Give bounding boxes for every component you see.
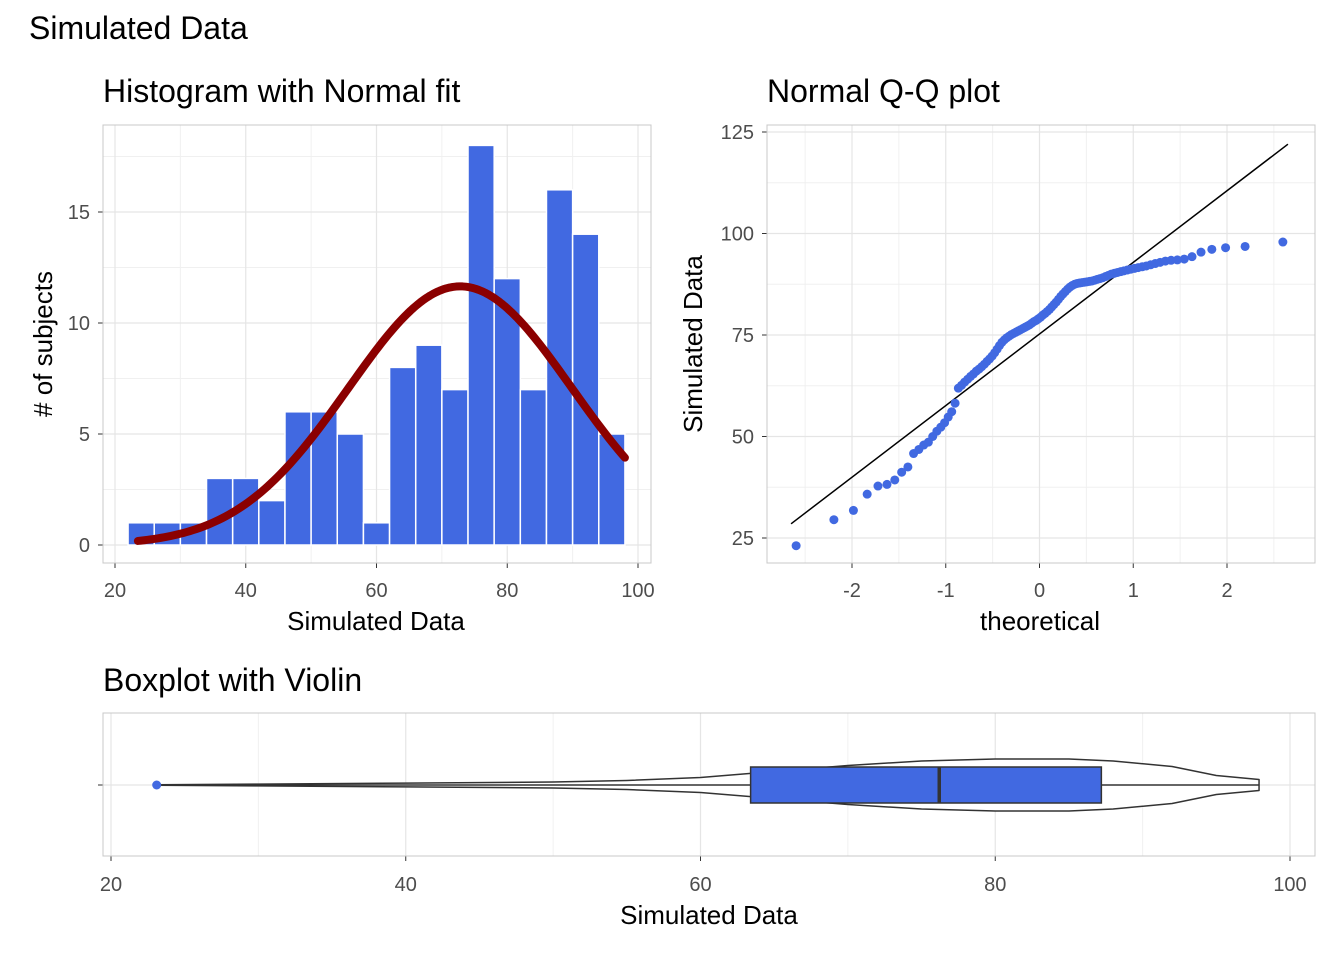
boxplot-x-tick-label: 20 [100, 874, 122, 896]
boxplot-x-tick-label: 60 [689, 874, 711, 896]
qq-point [873, 481, 883, 491]
qq-x-tick-label: 0 [1034, 580, 1045, 602]
boxplot-title: Boxplot with Violin [103, 662, 363, 698]
qq-plot-title: Normal Q-Q plot [767, 73, 1000, 109]
histogram-bar [336, 433, 365, 546]
histogram-bar [388, 366, 417, 546]
qq-point [791, 541, 801, 551]
qq-point [950, 398, 960, 408]
qq-point [947, 407, 957, 417]
figure-title: Simulated Data [29, 10, 248, 46]
qq-y-tick-label: 50 [732, 427, 754, 449]
qq-y-tick-label: 75 [732, 325, 754, 347]
histogram-x-tick-label: 60 [365, 580, 387, 602]
histogram-bar [284, 411, 312, 546]
histogram-bar [467, 144, 495, 546]
qq-point [903, 462, 913, 472]
qq-x-axis-title: theoretical [980, 606, 1100, 636]
qq-y-tick-label: 25 [732, 528, 754, 550]
qq-point [848, 505, 858, 515]
qq-reference-line [790, 143, 1289, 525]
histogram-y-tick-label: 5 [79, 424, 90, 446]
qq-panel-background [767, 125, 1315, 563]
boxplot-outlier-point [152, 780, 162, 790]
histogram-bar [258, 499, 286, 546]
qq-point [890, 475, 900, 485]
histogram-bar [493, 277, 522, 546]
boxplot-x-tick-label: 40 [395, 874, 417, 896]
qq-point [1240, 241, 1250, 251]
qq-point [829, 515, 839, 525]
histogram-y-axis-title: # of subjects [28, 271, 58, 417]
boxplot-x-tick-label: 100 [1273, 874, 1306, 896]
qq-point [1221, 243, 1231, 253]
boxplot-box [749, 766, 1103, 804]
qq-point [1179, 254, 1189, 264]
histogram-bar [441, 388, 469, 546]
qq-x-tick-label: 2 [1221, 580, 1232, 602]
histogram-title: Histogram with Normal fit [103, 73, 461, 109]
qq-x-tick-label: -2 [843, 580, 861, 602]
qq-x-tick-label: 1 [1128, 580, 1139, 602]
normal-fit-curve [133, 282, 629, 545]
qq-point [897, 467, 907, 477]
histogram-x-axis-title: Simulated Data [287, 606, 465, 636]
boxplot-panel-border [102, 712, 1316, 857]
histogram-y-tick-label: 10 [68, 313, 90, 335]
histogram-bar [519, 388, 548, 546]
histogram-bar [414, 344, 443, 546]
qq-y-axis-title: Simulated Data [678, 255, 708, 433]
histogram-bar [362, 522, 391, 546]
qq-point [862, 489, 872, 499]
qq-point [1207, 244, 1217, 254]
histogram-y-tick-label: 15 [68, 202, 90, 224]
qq-y-tick-label: 100 [721, 224, 754, 246]
histogram-x-tick-label: 20 [104, 580, 126, 602]
boxplot-x-axis-title: Simulated Data [620, 900, 798, 930]
boxplot-x-tick-label: 80 [984, 874, 1006, 896]
qq-x-tick-label: -1 [937, 580, 955, 602]
qq-point [1172, 255, 1182, 265]
qq-point [1187, 252, 1197, 262]
histogram-y-tick-label: 0 [79, 535, 90, 557]
histogram-x-tick-label: 40 [235, 580, 257, 602]
histogram-x-tick-label: 100 [621, 580, 654, 602]
qq-panel-border [766, 124, 1316, 564]
qq-point [1196, 247, 1206, 257]
qq-y-tick-label: 125 [721, 122, 754, 144]
qq-point [882, 479, 892, 489]
histogram-x-tick-label: 80 [496, 580, 518, 602]
qq-point [1278, 237, 1288, 247]
histogram-panel-border [102, 124, 652, 564]
